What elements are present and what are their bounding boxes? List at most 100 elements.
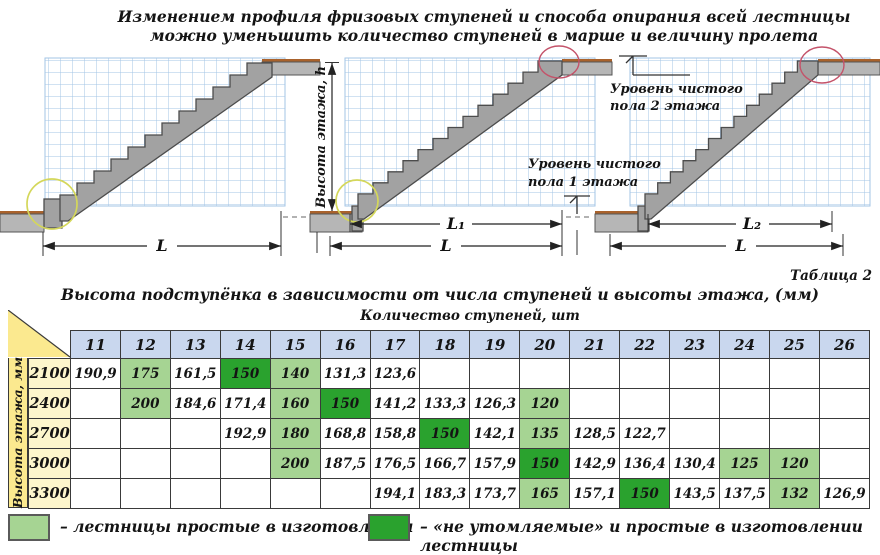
value-cell: [818, 448, 871, 479]
value-cell: [569, 358, 621, 389]
value-cell: 123,6: [369, 358, 421, 389]
value-cell: 135: [519, 418, 571, 449]
value-cell: [169, 418, 221, 449]
value-cell: [70, 448, 121, 479]
floor-finish-line: [595, 211, 648, 214]
value-cell: [169, 448, 221, 479]
level-mark-icon: [619, 55, 690, 76]
row-header-cell: 3300: [28, 478, 71, 509]
value-cell: [669, 358, 721, 389]
value-cell: [719, 358, 771, 389]
column-header-cell: 12: [119, 330, 171, 359]
column-header-cell: 15: [269, 330, 321, 359]
value-cell: [719, 418, 771, 449]
value-cell: [269, 478, 321, 509]
label-background: [440, 215, 472, 232]
value-cell: 157,1: [569, 478, 621, 509]
value-cell: 150: [619, 478, 671, 509]
dimension-label-L1: L₁: [446, 214, 465, 233]
value-cell: [818, 388, 871, 419]
legend-label-dark: – «не утомляемые» и простые в изготовлен…: [420, 517, 863, 555]
value-cell: 120: [769, 448, 820, 479]
value-cell: 180: [269, 418, 321, 449]
upper-floor-finish-line: [562, 59, 612, 62]
level-mark-floor2: Уровень чистого пола 2 этажа: [610, 55, 743, 114]
value-cell: [119, 448, 171, 479]
value-cell: [619, 358, 671, 389]
legend-swatch-light-green: [8, 514, 50, 541]
level-mark-icon: [564, 195, 590, 214]
value-cell: 150: [319, 388, 371, 419]
floor-height-label: Высота этажа, h: [314, 66, 329, 209]
value-cell: 157,9: [469, 448, 521, 479]
table-row: 194,1 183,3 173,7 165 157,1 150 143,5 137,5 132 1…: [70, 478, 871, 509]
legend-label-light: – лестницы простые в изготовлении: [60, 517, 414, 536]
row-header-cell: 2700: [28, 418, 71, 449]
value-cell: [519, 358, 571, 389]
value-cell: [569, 388, 621, 419]
legend-swatch-dark-green: [368, 514, 410, 541]
value-cell: 165: [519, 478, 571, 509]
value-cell: [119, 478, 171, 509]
value-cell: [119, 418, 171, 449]
value-cell: 183,3: [419, 478, 471, 509]
value-cell: [769, 358, 820, 389]
corner-diagonal-line: [8, 310, 70, 358]
table-row: 200 184,6 171,4 160 150 141,2 133,3 126,3 120: [70, 388, 871, 419]
diagram-middle: L₁ L: [309, 45, 613, 256]
label-background: [147, 237, 177, 255]
riser-height-table-area: Высота этажа, мм 2100 2400 2700 3000 3300 11…: [8, 310, 871, 510]
column-header-cell: 18: [419, 330, 471, 359]
value-cell: [419, 358, 471, 389]
level2-label-line2: пола 2 этажа: [610, 99, 720, 114]
upper-floor-slab: [561, 61, 613, 76]
row-axis-label: Высота этажа, мм: [10, 356, 26, 509]
staircase: [644, 60, 819, 220]
value-cell: [70, 478, 121, 509]
value-cell: [818, 358, 871, 389]
value-cell: [769, 388, 820, 419]
table-row: 200 187,5 176,5 166,7 157,9 150 142,9 136,4 130,…: [70, 448, 871, 479]
value-cell: 166,7: [419, 448, 471, 479]
table-row: 190,9 175 161,5 150 140 131,3 123,6: [70, 358, 871, 389]
value-cell: 171,4: [219, 388, 271, 419]
label-background: [726, 237, 756, 255]
label-background: [736, 215, 769, 232]
value-cell: 120: [519, 388, 571, 419]
value-cell: 125: [719, 448, 771, 479]
column-header-row: 11 12 13 14 15 16 17 18 19 20 21 22 23 24 25 26: [70, 330, 871, 359]
value-cell: [70, 388, 121, 419]
value-cell: [70, 418, 121, 449]
value-cell: [769, 418, 820, 449]
column-header-cell: 16: [319, 330, 371, 359]
value-cell: 200: [119, 388, 171, 419]
value-cell: 161,5: [169, 358, 221, 389]
table-corner: [8, 310, 70, 358]
page-title: Изменением профиля фризовых ступеней и с…: [88, 7, 880, 45]
value-cell: 194,1: [369, 478, 421, 509]
value-cell: 150: [519, 448, 571, 479]
highlight-circle-yellow: [26, 178, 78, 230]
value-cell: [669, 418, 721, 449]
frieze-step-support: [43, 198, 63, 229]
column-header-cell: 24: [719, 330, 771, 359]
value-cell: 122,7: [619, 418, 671, 449]
column-header-cell: 21: [569, 330, 621, 359]
value-cell: 133,3: [419, 388, 471, 419]
column-header-cell: 20: [519, 330, 571, 359]
column-header-cell: 14: [219, 330, 271, 359]
value-cell: 168,8: [319, 418, 371, 449]
column-header-cell: 17: [369, 330, 421, 359]
level-mark-floor1: Уровень чистого пола 1 этажа: [528, 157, 661, 214]
column-header-cell: 26: [818, 330, 871, 359]
value-cell: [669, 388, 721, 419]
lower-floor-slab: [0, 213, 45, 233]
dimension-label-L: L: [734, 236, 746, 255]
label-background: [431, 237, 461, 255]
column-header-cell: 19: [469, 330, 521, 359]
diagram-left: L: [0, 57, 321, 256]
value-cell: 130,4: [669, 448, 721, 479]
value-cell: [169, 478, 221, 509]
diagram-right: L₂ L: [566, 46, 880, 256]
